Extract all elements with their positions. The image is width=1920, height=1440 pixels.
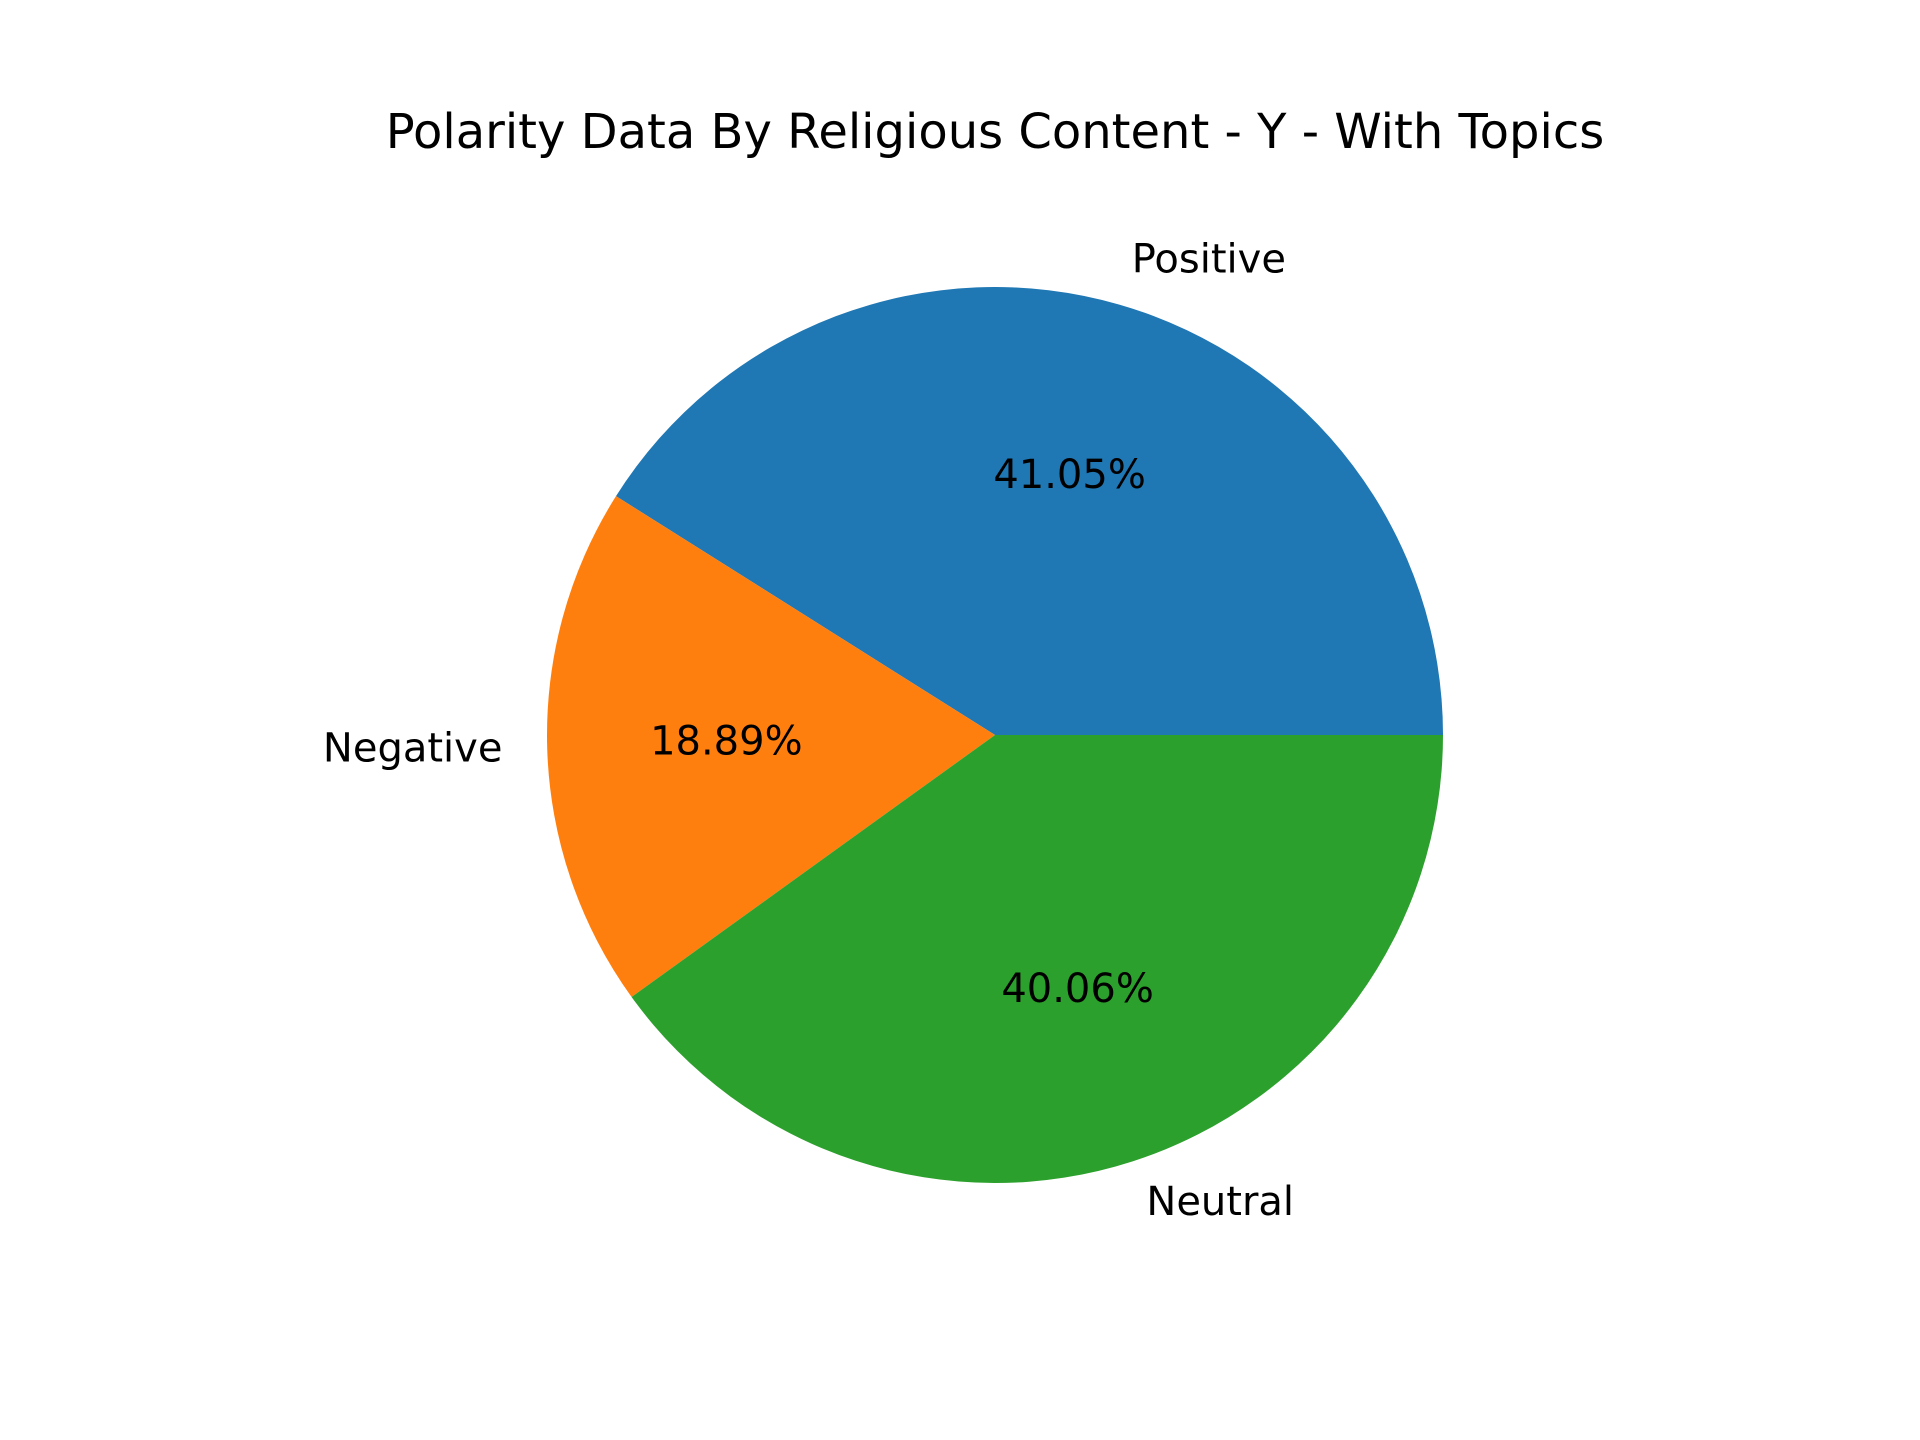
pie-slice-positive xyxy=(615,286,1443,735)
slice-label-positive: Positive xyxy=(1132,237,1286,283)
pie-labels: Positive 41.05% Negative 18.89% Neutral 40.06… xyxy=(323,237,1294,1225)
pie-slice-negative xyxy=(547,496,995,997)
slice-percent-negative: 18.89% xyxy=(650,718,803,764)
slice-label-negative: Negative xyxy=(323,725,503,771)
slice-percent-neutral: 40.06% xyxy=(1001,966,1154,1012)
slice-label-neutral: Neutral xyxy=(1146,1179,1294,1225)
pie-slices xyxy=(547,286,1443,1183)
slice-percent-positive: 41.05% xyxy=(993,452,1146,498)
chart-title: Polarity Data By Religious Content - Y -… xyxy=(386,104,1605,160)
pie-slice-neutral xyxy=(631,735,1443,1183)
